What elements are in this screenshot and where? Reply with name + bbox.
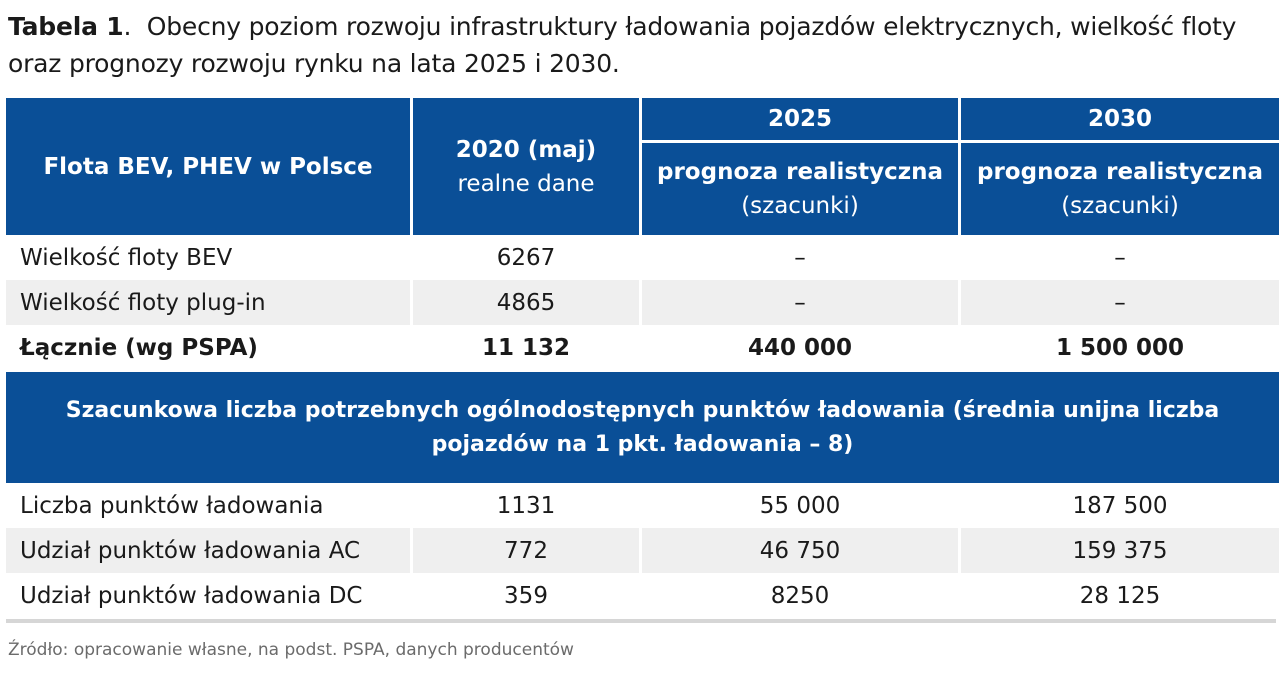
table-cell: 772 [413, 528, 639, 573]
table-cell-total: 440 000 [747, 334, 853, 361]
header-forecast-2025-title: prognoza realistyczna [657, 159, 943, 185]
table-cell: – [794, 244, 806, 271]
header-forecast-2025: prognoza realistyczna (szacunki) [642, 143, 958, 235]
table-row-label: Wielkość floty plug-in [6, 280, 410, 325]
table-bottom-rule [6, 619, 1276, 623]
table-cell: 46 750 [642, 528, 958, 573]
table-cell: 55 000 [759, 492, 841, 519]
table-caption: Tabela 1. Obecny poziom rozwoju infrastr… [8, 8, 1280, 82]
caption-text: Obecny poziom rozwoju infrastruktury ład… [8, 12, 1237, 78]
header-year-2030: 2030 [961, 98, 1279, 143]
table-cell: 1131 [496, 492, 556, 519]
table-cell: – [642, 280, 958, 325]
header-forecast-2030-title: prognoza realistyczna [977, 159, 1263, 185]
caption-label: Tabela 1 [8, 12, 124, 41]
table-cell: 28 125 [1079, 582, 1161, 609]
table-cell-total: 11 132 [481, 334, 571, 361]
section-header: Szacunkowa liczba potrzebnych ogólnodost… [6, 372, 1279, 483]
table-cell: – [961, 280, 1279, 325]
header-2020: 2020 (maj) realne dane [413, 98, 639, 235]
table-cell: – [1114, 244, 1126, 271]
table-cell: 359 [504, 582, 548, 609]
table-row-label: Udział punktów ładowania DC [20, 582, 363, 609]
header-year-2025: 2025 [642, 98, 958, 143]
table-cell: 6267 [496, 244, 556, 271]
table-cell-total: 1 500 000 [1055, 334, 1185, 361]
header-2020-sub: realne dane [457, 170, 595, 197]
data-table: Flota BEV, PHEV w Polsce 2020 (maj) real… [6, 98, 1279, 618]
table-cell: 4865 [413, 280, 639, 325]
header-fleet: Flota BEV, PHEV w Polsce [6, 98, 410, 235]
header-forecast-2030-sub: (szacunki) [1061, 193, 1179, 219]
table-row-total-label: Łącznie (wg PSPA) [20, 334, 258, 361]
header-forecast-2030: prognoza realistyczna (szacunki) [961, 143, 1279, 235]
source-note: Źródło: opracowanie własne, na podst. PS… [8, 640, 574, 660]
table-cell: 159 375 [961, 528, 1279, 573]
table-row-label: Wielkość floty BEV [20, 244, 233, 271]
table-row-label: Udział punktów ładowania AC [6, 528, 410, 573]
header-2020-title: 2020 (maj) [455, 136, 597, 163]
header-forecast-2025-sub: (szacunki) [741, 193, 859, 219]
table-cell: 8250 [770, 582, 830, 609]
table-cell: 187 500 [1072, 492, 1168, 519]
caption-separator: . [123, 12, 132, 41]
table-row-label: Liczba punktów ładowania [20, 492, 324, 519]
